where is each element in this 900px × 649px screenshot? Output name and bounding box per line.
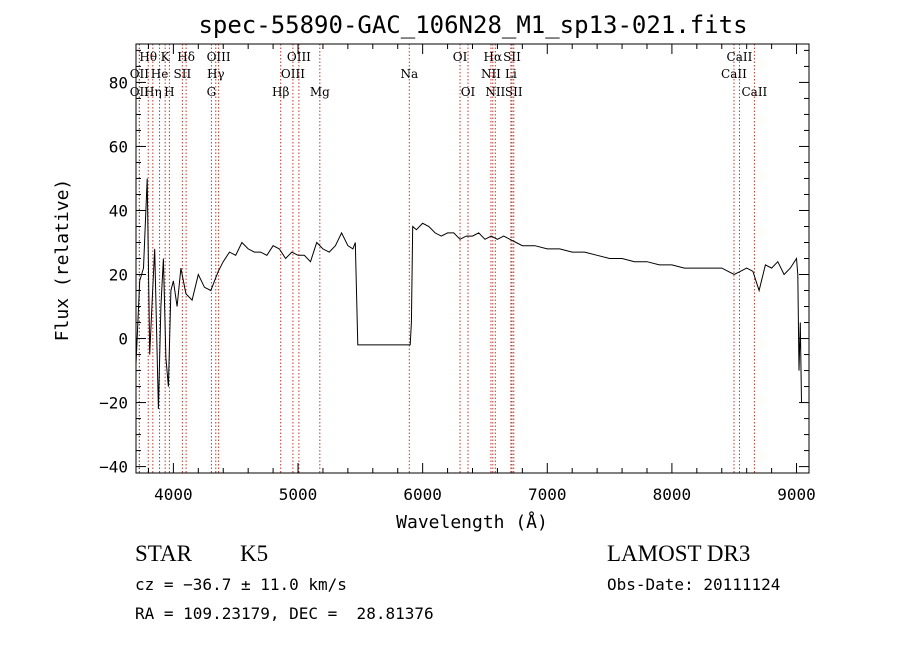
- observation-date: Obs-Date: 20111124: [607, 575, 781, 594]
- line-label: Hδ: [177, 50, 195, 64]
- sky-coordinates: RA = 109.23179, DEC = 28.81376: [135, 604, 434, 623]
- y-tick-label: −40: [99, 458, 128, 477]
- x-tick-label: 9000: [777, 485, 816, 504]
- plot-frame: [135, 43, 810, 474]
- line-label: OI: [453, 50, 468, 64]
- y-tick-label: 40: [109, 201, 128, 220]
- line-label: Hγ: [207, 67, 225, 81]
- line-label: Hθ: [139, 50, 157, 64]
- redshift-velocity: cz = −36.7 ± 11.0 km/s: [135, 575, 347, 594]
- line-label: Hα: [484, 50, 503, 64]
- object-class: STAR: [135, 541, 192, 566]
- line-label: NII: [485, 85, 505, 99]
- line-label: SII: [174, 67, 192, 81]
- y-axis-label: Flux (relative): [52, 179, 73, 342]
- emission-line-markers: [138, 44, 755, 473]
- line-label: SII: [503, 50, 521, 64]
- line-label: OII: [130, 67, 150, 81]
- y-tick-label: 0: [118, 330, 128, 349]
- line-label: H: [164, 85, 174, 99]
- x-tick-label: 4000: [154, 485, 193, 504]
- line-label: G: [207, 85, 217, 99]
- line-label: SII: [505, 85, 523, 99]
- y-tick-label: 80: [109, 73, 128, 92]
- y-axis-ticks: −40 −20 0 20 40 60 80: [99, 49, 809, 477]
- line-label: CaII: [727, 50, 753, 64]
- line-label: Li: [505, 67, 517, 81]
- y-tick-label: 20: [109, 266, 128, 285]
- x-tick-label: 6000: [403, 485, 442, 504]
- spectrum-chart: spec-55890-GAC_106N28_M1_sp13-021.fits H…: [52, 11, 816, 533]
- y-tick-label: −20: [99, 394, 128, 413]
- line-label: Hη: [144, 85, 162, 99]
- line-label: OI: [461, 85, 476, 99]
- line-label: NII: [481, 67, 501, 81]
- line-label: Hβ: [272, 85, 289, 99]
- line-label: K: [161, 50, 171, 64]
- line-label: OIII: [287, 50, 311, 64]
- flux-series-line: [135, 178, 802, 410]
- y-tick-label: 60: [109, 137, 128, 156]
- line-label: CaII: [741, 85, 767, 99]
- line-label: OIII: [281, 67, 305, 81]
- line-label: He: [151, 67, 169, 81]
- chart-title: spec-55890-GAC_106N28_M1_sp13-021.fits: [198, 11, 747, 39]
- line-label: OII: [130, 85, 150, 99]
- x-tick-label: 7000: [528, 485, 567, 504]
- line-label: Mg: [310, 85, 330, 99]
- line-label: OIII: [207, 50, 231, 64]
- x-tick-label: 5000: [279, 485, 318, 504]
- survey-label: LAMOST DR3: [607, 541, 751, 566]
- line-label: Na: [400, 67, 418, 81]
- x-axis-ticks: 4000 5000 6000 7000 8000 9000: [147, 44, 816, 504]
- line-label: CaII: [721, 67, 747, 81]
- x-tick-label: 8000: [653, 485, 692, 504]
- object-subclass: K5: [240, 541, 269, 566]
- x-axis-label: Wavelength (Å): [396, 511, 548, 533]
